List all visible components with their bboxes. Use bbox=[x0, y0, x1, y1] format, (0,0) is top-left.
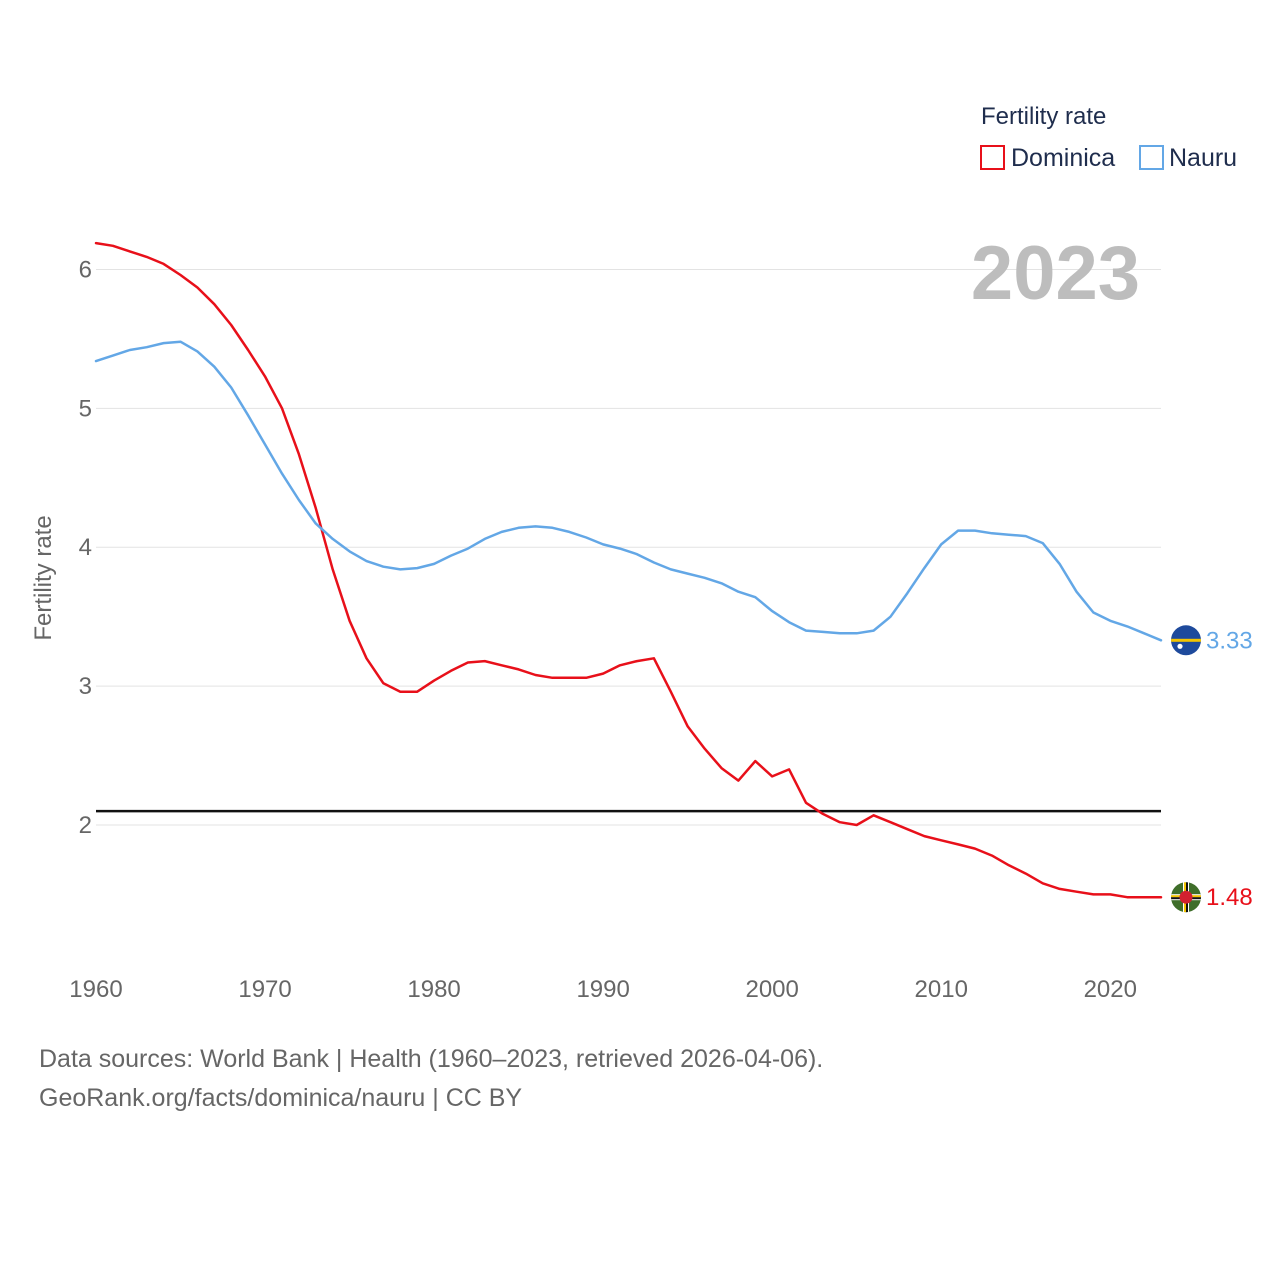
dominica-end-value-label: 1.48 bbox=[1206, 884, 1253, 911]
footer-attribution[interactable]: GeoRank.org/facts/dominica/nauru | CC BY bbox=[39, 1084, 523, 1112]
footer-sources: Data sources: World Bank | Health (1960–… bbox=[39, 1045, 824, 1073]
y-tick-label-2: 2 bbox=[79, 812, 92, 839]
y-tick-label-5: 5 bbox=[79, 395, 92, 422]
x-tick-label-2010: 2010 bbox=[915, 976, 968, 1003]
y-axis-ticks: 2 3 4 5 6 bbox=[79, 256, 92, 839]
x-axis-ticks: 1960 1970 1980 1990 2000 2010 2020 bbox=[69, 976, 1137, 1003]
nauru-flag-icon bbox=[1171, 625, 1201, 656]
legend-swatch-dominica bbox=[980, 145, 1005, 170]
series-line-nauru[interactable] bbox=[94, 340, 1163, 642]
y-axis-label: Fertility rate bbox=[30, 515, 57, 640]
nauru-end-value-label: 3.33 bbox=[1206, 627, 1253, 654]
x-tick-label-1990: 1990 bbox=[576, 976, 629, 1003]
gridlines bbox=[96, 268, 1161, 826]
x-tick-label-2020: 2020 bbox=[1084, 976, 1137, 1003]
y-tick-label-4: 4 bbox=[79, 534, 92, 561]
legend-item-nauru[interactable]: Nauru bbox=[1139, 144, 1237, 172]
series-lines bbox=[94, 241, 1163, 899]
y-tick-label-6: 6 bbox=[79, 256, 92, 283]
legend-swatch-nauru bbox=[1139, 145, 1164, 170]
x-tick-label-1970: 1970 bbox=[238, 976, 291, 1003]
legend-label-nauru: Nauru bbox=[1169, 144, 1237, 172]
legend: Fertility rate Dominica Nauru bbox=[980, 103, 1237, 172]
x-tick-label-2000: 2000 bbox=[745, 976, 798, 1003]
y-tick-label-3: 3 bbox=[79, 673, 92, 700]
legend-title: Fertility rate bbox=[981, 103, 1106, 130]
x-tick-label-1980: 1980 bbox=[407, 976, 460, 1003]
dominica-flag-icon bbox=[1171, 882, 1201, 913]
legend-label-dominica: Dominica bbox=[1011, 144, 1115, 172]
series-line-dominica[interactable] bbox=[94, 241, 1163, 899]
current-year-label: 2023 bbox=[971, 231, 1140, 316]
x-tick-label-1960: 1960 bbox=[69, 976, 122, 1003]
legend-item-dominica[interactable]: Dominica bbox=[980, 144, 1115, 172]
